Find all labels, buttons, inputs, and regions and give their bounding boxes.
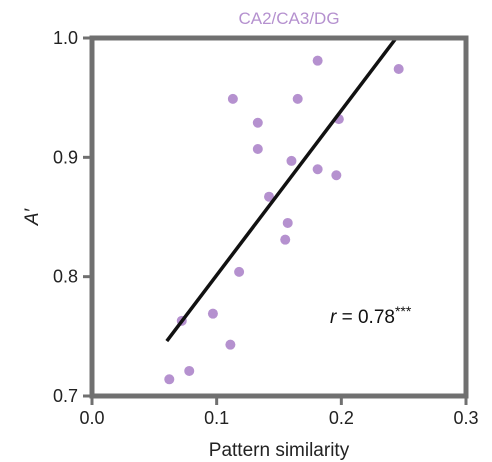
- annotation-value: 0.78: [358, 307, 395, 328]
- data-point: [234, 266, 245, 277]
- data-point: [164, 374, 175, 385]
- data-point: [207, 308, 218, 319]
- annotation-stars: ***: [395, 303, 412, 319]
- y-axis-label: A′: [22, 207, 43, 226]
- y-tick-label: 0.9: [53, 147, 78, 167]
- data-point: [393, 64, 404, 75]
- data-point: [227, 93, 238, 104]
- data-point: [225, 339, 236, 350]
- data-point: [282, 217, 293, 228]
- data-point: [312, 164, 323, 175]
- data-point: [312, 55, 323, 66]
- x-tick-label: 0.3: [453, 408, 478, 428]
- data-point: [286, 155, 297, 166]
- data-point: [292, 93, 303, 104]
- x-tick-label: 0.2: [329, 408, 354, 428]
- x-tick-label: 0.1: [204, 408, 229, 428]
- x-ticks: 0.0 0.1 0.2 0.3: [79, 396, 479, 428]
- plot-frame: [89, 35, 469, 399]
- data-point: [252, 117, 263, 128]
- data-point: [252, 143, 263, 154]
- y-tick-label: 0.7: [53, 386, 78, 406]
- data-point: [264, 191, 275, 202]
- points-layer: [164, 55, 404, 385]
- y-ticks: 0.7 0.8 0.9 1.0: [53, 28, 92, 406]
- x-axis-label: Pattern similarity: [209, 440, 350, 461]
- data-point: [184, 365, 195, 376]
- regression-line: [165, 36, 398, 343]
- data-point: [331, 170, 342, 181]
- chart-title: CA2/CA3/DG: [238, 9, 339, 28]
- y-tick-label: 0.8: [53, 267, 78, 287]
- correlation-annotation: r = 0.78***: [330, 303, 412, 328]
- data-point: [280, 234, 291, 245]
- annotation-equals: =: [336, 307, 358, 328]
- x-tick-label: 0.0: [79, 408, 104, 428]
- annotation-r: r: [330, 307, 337, 328]
- y-tick-label: 1.0: [53, 28, 78, 48]
